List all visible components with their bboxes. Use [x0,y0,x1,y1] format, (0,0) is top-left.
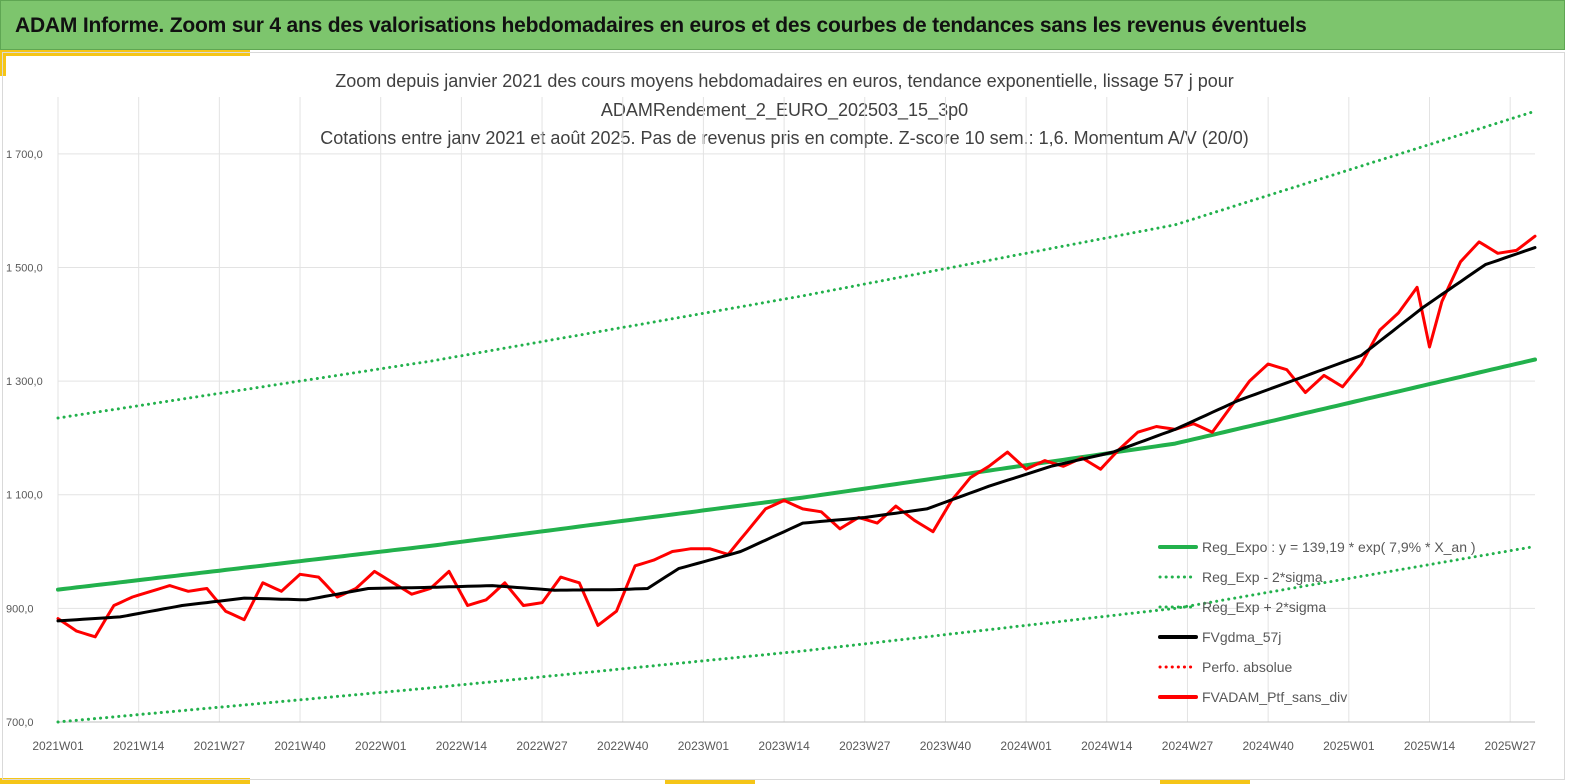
legend-label: FVgdma_57j [1202,629,1281,645]
x-tick-label: 2025W27 [1484,739,1536,753]
x-tick-label: 2025W14 [1404,739,1456,753]
banner-title: ADAM Informe. Zoom sur 4 ans des valoris… [15,14,1307,37]
accent-bar-left [0,50,6,76]
y-tick-label: 700,0 [6,717,34,729]
chart-title-line-1: Zoom depuis janvier 2021 des cours moyen… [335,71,1234,91]
legend-label: Perfo. absolue [1202,659,1292,675]
x-tick-label: 2021W01 [32,739,84,753]
accent-bar-bottom-3 [1160,780,1250,784]
y-tick-label: 900,0 [6,603,34,615]
chart-frame [2,52,1565,780]
x-tick-label: 2023W40 [920,739,972,753]
series-line [56,544,1537,724]
y-tick-label: 1 700,0 [6,149,43,161]
x-tick-label: 2023W14 [758,739,810,753]
x-tick-label: 2022W01 [355,739,407,753]
y-tick-label: 1 300,0 [6,376,43,388]
x-tick-label: 2022W27 [516,739,568,753]
legend-label: Reg_Exp - 2*sigma [1202,569,1323,585]
y-tick-label: 1 500,0 [6,262,43,274]
x-tick-label: 2024W27 [1162,739,1214,753]
accent-bar-bottom-2 [665,780,755,784]
x-tick-label: 2023W27 [839,739,891,753]
header-banner: ADAM Informe. Zoom sur 4 ans des valoris… [0,0,1565,50]
x-tick-label: 2021W27 [194,739,246,753]
legend-label: Reg_Expo : y = 139,19 * exp( 7,9% * X_an… [1202,539,1476,555]
x-tick-label: 2021W14 [113,739,165,753]
legend-label: FVADAM_Ptf_sans_div [1202,689,1347,705]
x-tick-label: 2025W01 [1323,739,1375,753]
x-tick-label: 2024W01 [1000,739,1052,753]
legend-label: Reg_Exp + 2*sigma [1202,599,1326,615]
accent-bar-bottom [0,778,250,784]
x-tick-label: 2024W14 [1081,739,1133,753]
series-line [56,109,1537,420]
series-line [56,246,1537,623]
x-tick-label: 2022W14 [436,739,488,753]
x-tick-label: 2021W40 [274,739,326,753]
x-tick-label: 2024W40 [1242,739,1294,753]
series-line [56,357,1537,592]
x-tick-label: 2023W01 [678,739,730,753]
accent-bar-top [0,50,250,56]
x-tick-label: 2022W40 [597,739,649,753]
y-tick-label: 1 100,0 [6,490,43,502]
series-line [56,234,1537,639]
